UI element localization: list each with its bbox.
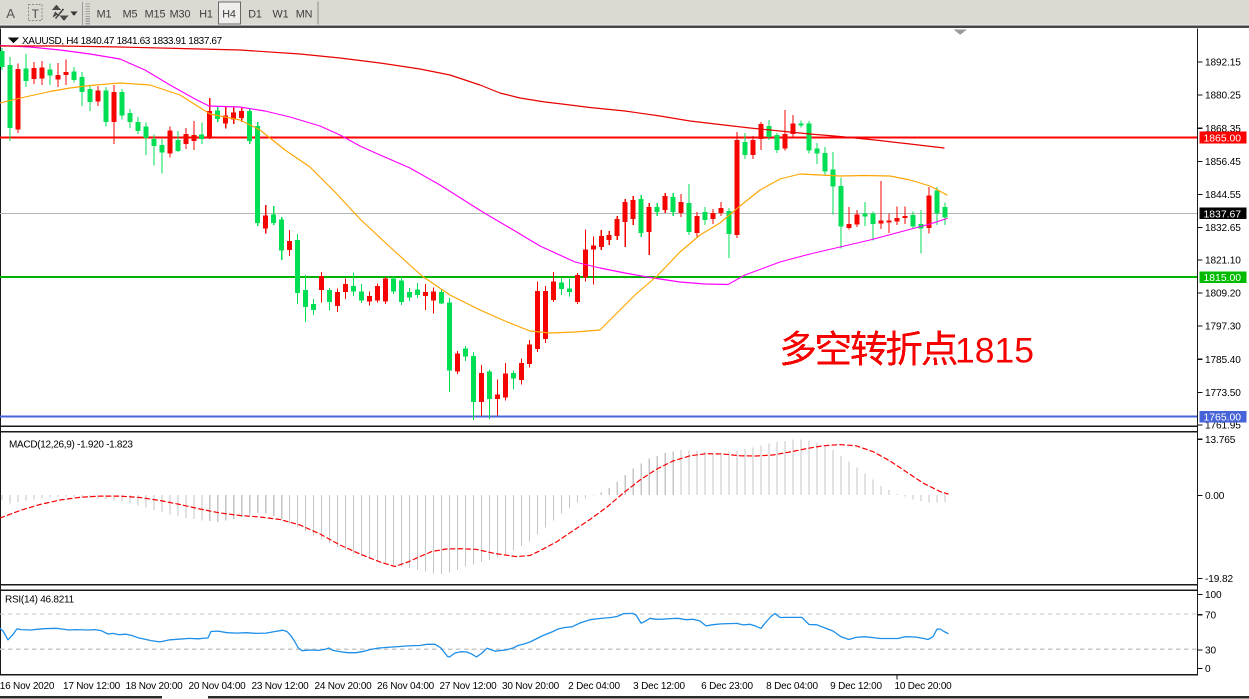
svg-text:H4: H4	[222, 9, 236, 21]
svg-text:MN: MN	[296, 9, 313, 21]
svg-text:W1: W1	[273, 9, 289, 21]
svg-text:XAUUSD, H4 1840.47 1841.63 18: XAUUSD, H4 1840.47 1841.63 1833.91 1837.…	[22, 36, 223, 47]
svg-text:9 Dec 12:00: 9 Dec 12:00	[830, 681, 882, 692]
svg-text:6 Dec 23:00: 6 Dec 23:00	[701, 681, 753, 692]
svg-text:1844.55: 1844.55	[1205, 190, 1241, 201]
svg-text:23 Nov 12:00: 23 Nov 12:00	[251, 681, 309, 692]
svg-text:13.765: 13.765	[1205, 435, 1236, 446]
svg-text:1865.00: 1865.00	[1204, 133, 1242, 144]
svg-text:100: 100	[1205, 590, 1222, 601]
svg-text:1832.65: 1832.65	[1205, 223, 1241, 234]
svg-text:70: 70	[1205, 610, 1217, 621]
svg-text:3 Dec 12:00: 3 Dec 12:00	[633, 681, 685, 692]
svg-text:0: 0	[1205, 664, 1211, 675]
svg-text:26 Nov 04:00: 26 Nov 04:00	[377, 681, 435, 692]
svg-text:1761.95: 1761.95	[1205, 420, 1241, 431]
svg-text:H1: H1	[199, 9, 213, 21]
svg-text:0.00: 0.00	[1205, 491, 1225, 502]
svg-text:1765.00: 1765.00	[1204, 413, 1242, 424]
svg-text:30: 30	[1205, 646, 1217, 657]
svg-text:1797.30: 1797.30	[1205, 322, 1241, 333]
svg-text:1821.10: 1821.10	[1205, 255, 1241, 266]
svg-text:1785.40: 1785.40	[1205, 355, 1241, 366]
svg-text:RSI(14) 46.8211: RSI(14) 46.8211	[5, 595, 75, 606]
svg-text:D1: D1	[248, 9, 262, 21]
svg-text:1815.00: 1815.00	[1204, 273, 1242, 284]
svg-text:2 Dec 04:00: 2 Dec 04:00	[568, 681, 620, 692]
svg-text:30 Nov 20:00: 30 Nov 20:00	[502, 681, 560, 692]
svg-text:17 Nov 12:00: 17 Nov 12:00	[63, 681, 121, 692]
svg-text:M5: M5	[123, 9, 138, 21]
svg-text:A: A	[6, 6, 15, 21]
svg-text:-19.82: -19.82	[1205, 574, 1234, 585]
svg-text:20 Nov 04:00: 20 Nov 04:00	[188, 681, 246, 692]
svg-text:1856.45: 1856.45	[1205, 157, 1241, 168]
svg-text:1809.20: 1809.20	[1205, 289, 1241, 300]
svg-text:1815: 1815	[955, 331, 1034, 371]
svg-text:M15: M15	[145, 9, 166, 21]
svg-text:24 Nov 20:00: 24 Nov 20:00	[314, 681, 372, 692]
svg-text:1880.25: 1880.25	[1205, 91, 1241, 102]
svg-text:18 Nov 20:00: 18 Nov 20:00	[125, 681, 183, 692]
svg-text:T: T	[32, 7, 40, 21]
svg-text:1773.50: 1773.50	[1205, 388, 1241, 399]
svg-text:8 Dec 04:00: 8 Dec 04:00	[766, 681, 818, 692]
svg-text:1868.35: 1868.35	[1205, 124, 1241, 135]
svg-text:16 Nov 2020: 16 Nov 2020	[0, 681, 55, 692]
svg-text:10 Dec 20:00: 10 Dec 20:00	[894, 681, 952, 692]
svg-text:1837.67: 1837.67	[1204, 209, 1242, 220]
svg-text:1892.15: 1892.15	[1205, 58, 1241, 69]
svg-text:M30: M30	[170, 9, 191, 21]
svg-text:M1: M1	[97, 9, 112, 21]
svg-text:27 Nov 12:00: 27 Nov 12:00	[439, 681, 497, 692]
svg-text:MACD(12,26,9) -1.920 -1.823: MACD(12,26,9) -1.920 -1.823	[9, 440, 133, 451]
